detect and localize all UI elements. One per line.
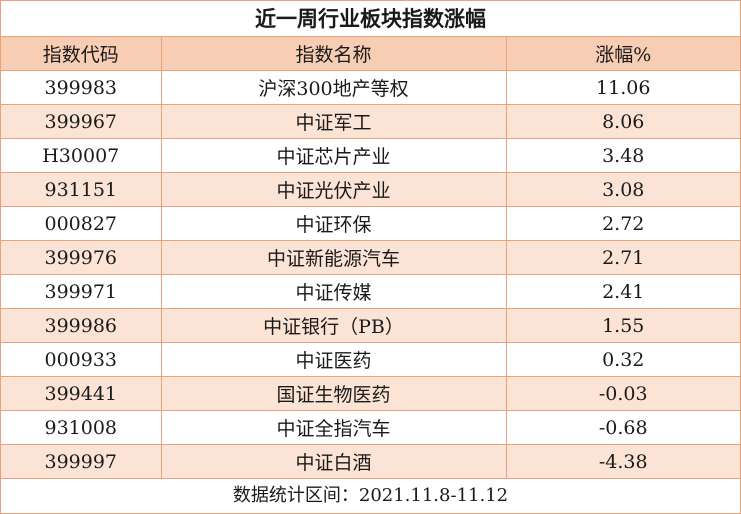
date-range-note: 数据统计区间：2021.11.8-11.12 xyxy=(1,479,740,512)
column-header-code: 指数代码 xyxy=(1,37,162,71)
index-change: 0.32 xyxy=(505,342,740,377)
table-row: 399971 中证传媒 2.41 xyxy=(1,274,740,309)
table-title: 近一周行业板块指数涨幅 xyxy=(1,1,740,37)
index-code: 399441 xyxy=(1,376,162,411)
index-name: 中证银行（PB） xyxy=(160,308,507,343)
index-change: 2.71 xyxy=(505,240,740,275)
index-name: 中证军工 xyxy=(160,104,507,139)
table-row: 399983 沪深300地产等权 11.06 xyxy=(1,70,740,105)
table-row: 931151 中证光伏产业 3.08 xyxy=(1,172,740,207)
index-change: 11.06 xyxy=(505,70,740,105)
index-change: 3.08 xyxy=(505,172,740,207)
table-row: 399976 中证新能源汽车 2.71 xyxy=(1,240,740,275)
index-code: 399997 xyxy=(1,444,162,479)
table-row: 399441 国证生物医药 -0.03 xyxy=(1,376,740,411)
index-code: 399976 xyxy=(1,240,162,275)
index-code: H30007 xyxy=(1,138,162,173)
index-code: 399986 xyxy=(1,308,162,343)
header-row: 指数代码 指数名称 涨幅% xyxy=(1,37,740,71)
index-name: 中证光伏产业 xyxy=(160,172,507,207)
index-code: 931008 xyxy=(1,410,162,445)
index-change: -0.03 xyxy=(505,376,740,411)
index-code: 000933 xyxy=(1,342,162,377)
index-name: 中证新能源汽车 xyxy=(160,240,507,275)
index-code: 000827 xyxy=(1,206,162,241)
index-change: 1.55 xyxy=(505,308,740,343)
index-change: 2.72 xyxy=(505,206,740,241)
table-row: 000827 中证环保 2.72 xyxy=(1,206,740,241)
index-name: 中证白酒 xyxy=(160,444,507,479)
index-name: 中证全指汽车 xyxy=(160,410,507,445)
table-row: 399997 中证白酒 -4.38 xyxy=(1,444,740,479)
table-row: 399967 中证军工 8.06 xyxy=(1,104,740,139)
index-name: 中证传媒 xyxy=(160,274,507,309)
index-change: -0.68 xyxy=(505,410,740,445)
table-row: 000933 中证医药 0.32 xyxy=(1,342,740,377)
index-code: 399967 xyxy=(1,104,162,139)
index-code: 931151 xyxy=(1,172,162,207)
index-change: 2.41 xyxy=(505,274,740,309)
index-change-table: 指数代码 指数名称 涨幅% 399983 沪深300地产等权 11.06 399… xyxy=(1,37,740,479)
table-row: H30007 中证芯片产业 3.48 xyxy=(1,138,740,173)
index-name: 沪深300地产等权 xyxy=(160,70,507,105)
index-name: 中证芯片产业 xyxy=(160,138,507,173)
index-code: 399983 xyxy=(1,70,162,105)
index-change: 3.48 xyxy=(505,138,740,173)
index-name: 国证生物医药 xyxy=(160,376,507,411)
column-header-change: 涨幅% xyxy=(505,37,740,71)
index-name: 中证环保 xyxy=(160,206,507,241)
table-row: 931008 中证全指汽车 -0.68 xyxy=(1,410,740,445)
index-change: 8.06 xyxy=(505,104,740,139)
column-header-name: 指数名称 xyxy=(160,37,507,71)
index-change: -4.38 xyxy=(505,444,740,479)
index-code: 399971 xyxy=(1,274,162,309)
index-name: 中证医药 xyxy=(160,342,507,377)
table-row: 399986 中证银行（PB） 1.55 xyxy=(1,308,740,343)
